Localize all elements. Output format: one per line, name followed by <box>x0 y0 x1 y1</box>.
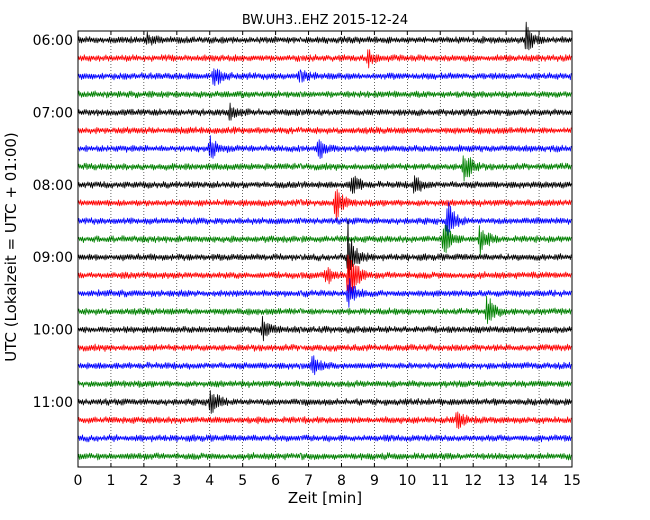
trace-line <box>77 135 572 159</box>
trace-line <box>77 218 572 285</box>
x-axis-label: Zeit [min] <box>288 489 362 507</box>
x-tick-label: 12 <box>464 473 482 489</box>
x-tick-label: 3 <box>172 473 181 489</box>
trace-line <box>77 343 572 352</box>
x-tick-label: 6 <box>271 473 280 489</box>
x-tick-label: 1 <box>106 473 115 489</box>
x-tick-label: 8 <box>337 473 346 489</box>
y-tick-label: 10:00 <box>33 323 73 339</box>
trace-line <box>77 21 572 51</box>
trace-line <box>77 315 572 342</box>
trace-line <box>77 355 572 376</box>
x-tick-label: 15 <box>563 473 581 489</box>
y-axis-ticks: 06:00 07:00 08:00 09:00 10:00 11:00 <box>33 33 572 411</box>
plot-frame <box>77 30 573 468</box>
y-tick-label: 09:00 <box>33 250 73 266</box>
trace-line <box>77 201 572 236</box>
trace-line <box>77 379 572 389</box>
x-axis-ticks: 0 1 2 3 4 5 6 7 8 9 10 11 12 13 14 15 <box>74 31 581 489</box>
x-tick-label: 4 <box>205 473 214 489</box>
y-tick-label: 06:00 <box>33 33 73 49</box>
trace-line <box>77 434 572 443</box>
trace-line <box>77 189 572 221</box>
trace-line <box>77 411 572 430</box>
trace-line <box>77 102 572 121</box>
x-tick-label: 10 <box>398 473 416 489</box>
trace-line <box>77 90 572 99</box>
trace-line <box>77 155 572 182</box>
trace-line <box>77 126 572 135</box>
x-tick-label: 11 <box>431 473 449 489</box>
y-axis-label: UTC (Lokalzeit = UTC + 01:00) <box>2 132 20 362</box>
trace-line <box>77 278 572 308</box>
y-tick-label: 07:00 <box>33 105 73 121</box>
trace-line <box>77 224 572 256</box>
trace-group <box>77 21 572 461</box>
chart-title: BW.UH3..EHZ 2015-12-24 <box>242 13 408 28</box>
x-tick-label: 9 <box>370 473 379 489</box>
trace-line <box>77 175 572 194</box>
trace-line <box>77 49 572 69</box>
trace-line <box>77 254 572 299</box>
y-tick-label: 11:00 <box>33 395 73 411</box>
trace-line <box>77 452 572 461</box>
x-tick-label: 2 <box>139 473 148 489</box>
x-tick-label: 14 <box>530 473 548 489</box>
y-tick-label: 08:00 <box>33 178 73 194</box>
x-tick-label: 7 <box>304 473 313 489</box>
x-tick-label: 5 <box>238 473 247 489</box>
trace-line <box>77 295 572 325</box>
grid-lines <box>110 31 540 467</box>
x-tick-label: 0 <box>74 473 83 489</box>
x-tick-label: 13 <box>497 473 515 489</box>
trace-line <box>77 68 572 86</box>
trace-line <box>77 390 572 414</box>
